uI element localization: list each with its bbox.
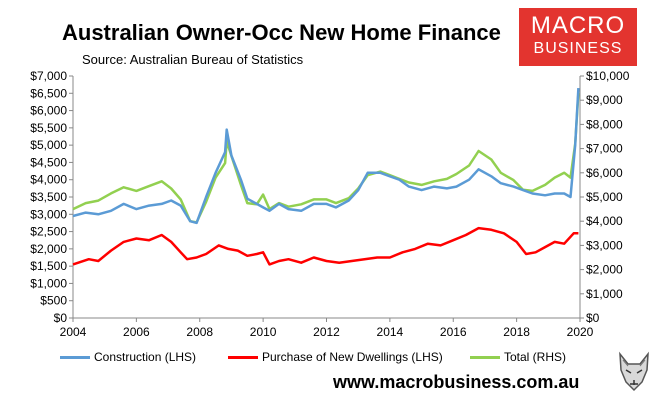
legend-label-purchase: Purchase of New Dwellings (LHS) <box>262 350 443 364</box>
x-tick-label: 2020 <box>567 325 594 339</box>
y-left-tick-label: $3,500 <box>30 190 67 204</box>
legend-item-total: Total (RHS) <box>470 350 566 364</box>
chart-title: Australian Owner-Occ New Home Finance <box>62 20 501 45</box>
y-left-tick-label: $5,000 <box>30 138 67 152</box>
x-tick-label: 2014 <box>377 325 404 339</box>
footer-url: www.macrobusiness.com.au <box>333 372 580 392</box>
x-tick-label: 2012 <box>313 325 340 339</box>
y-left-tick-label: $4,000 <box>30 173 67 187</box>
y-right-tick-label: $10,000 <box>586 69 630 83</box>
legend-label-total: Total (RHS) <box>504 350 567 364</box>
macrobusiness-logo: MACRO BUSINESS <box>519 8 637 66</box>
wolf-logo-icon <box>619 351 649 392</box>
logo-line-1: MACRO <box>530 12 626 39</box>
legend-item-purchase: Purchase of New Dwellings (LHS) <box>228 350 443 364</box>
y-right-tick-label: $3,000 <box>586 238 623 252</box>
y-left-tick-label: $2,500 <box>30 225 67 239</box>
y-right-tick-label: $2,000 <box>586 263 623 277</box>
x-tick-label: 2018 <box>503 325 530 339</box>
y-right-tick-label: $6,000 <box>586 166 623 180</box>
legend-swatch-purchase <box>228 356 258 360</box>
series-line-purchase-of-new-dwellings-lhs <box>72 226 579 266</box>
y-left-tick-label: $1,000 <box>30 276 67 290</box>
logo-line-2: BUSINESS <box>533 40 623 57</box>
legend-item-construction: Construction (LHS) <box>60 350 196 364</box>
y-left-tick-label: $500 <box>40 294 67 308</box>
x-tick-label: 2008 <box>186 325 213 339</box>
y-right-tick-label: $5,000 <box>586 190 623 204</box>
y-left-tick-label: $0 <box>54 311 68 325</box>
y-right-tick-label: $0 <box>586 311 600 325</box>
y-right-tick-label: $1,000 <box>586 287 623 301</box>
y-right-tick-label: $4,000 <box>586 214 623 228</box>
y-right-tick-label: $7,000 <box>586 142 623 156</box>
chart-legend: Construction (LHS) Purchase of New Dwell… <box>0 350 660 366</box>
y-left-tick-label: $3,000 <box>30 207 67 221</box>
x-tick-label: 2010 <box>250 325 277 339</box>
y-left-tick-label: $6,500 <box>30 86 67 100</box>
y-right-tick-label: $9,000 <box>586 93 623 107</box>
legend-swatch-total <box>470 356 500 360</box>
series-line-total-rhs <box>72 92 580 224</box>
y-left-tick-label: $6,000 <box>30 104 67 118</box>
y-left-tick-label: $7,000 <box>30 69 67 83</box>
x-tick-label: 2016 <box>440 325 467 339</box>
y-left-tick-label: $1,500 <box>30 259 67 273</box>
x-tick-label: 2006 <box>123 325 150 339</box>
y-right-tick-label: $8,000 <box>586 117 623 131</box>
series-line-construction-lhs <box>72 88 580 225</box>
y-left-tick-label: $4,500 <box>30 155 67 169</box>
legend-swatch-construction <box>60 356 90 360</box>
y-left-tick-label: $5,500 <box>30 121 67 135</box>
x-tick-label: 2004 <box>60 325 87 339</box>
chart-source: Source: Australian Bureau of Statistics <box>82 52 304 67</box>
legend-label-construction: Construction (LHS) <box>94 350 197 364</box>
y-left-tick-label: $2,000 <box>30 242 67 256</box>
